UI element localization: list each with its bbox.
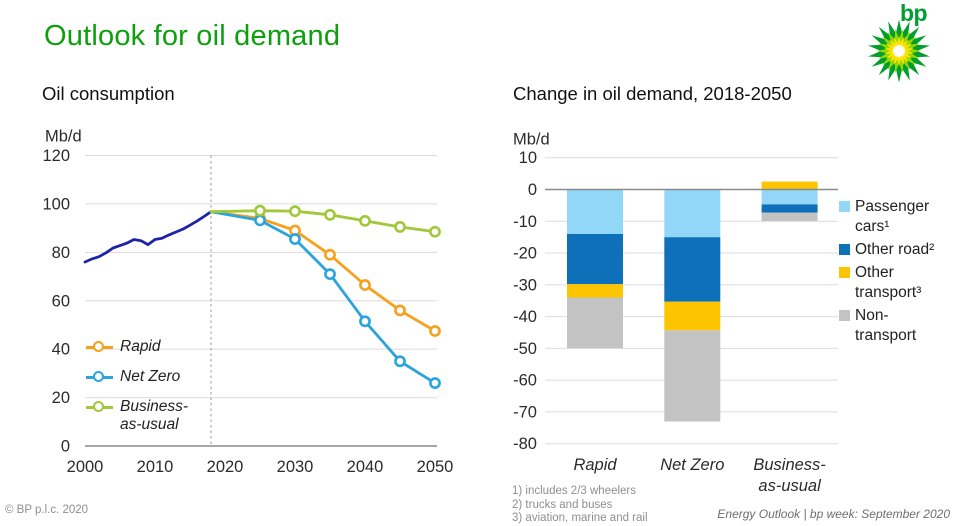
legend-item-rapid: Rapid	[86, 338, 208, 356]
bar-business-as-usual-other-transport	[761, 181, 818, 190]
scenario-legend: Rapid Net Zero Business-as-usual	[86, 338, 208, 446]
footnote: 3) aviation, marine and rail	[512, 512, 648, 524]
y-tick-label: -70	[513, 403, 537, 421]
bar-rapid-other-road	[567, 234, 623, 285]
y-tick-label: -80	[513, 435, 537, 453]
y-tick-label: 60	[52, 292, 70, 310]
oil-consumption-line-chart: 120 100 80 60 40 20 0 Mb/d 2000 2010 2020 2030 2040 2…	[42, 128, 454, 476]
marker-net-zero	[429, 377, 441, 389]
y-tick-label: -40	[513, 308, 537, 326]
legend-item-business-as-usual: Business-as-usual	[86, 398, 208, 434]
category-label: Rapid	[573, 456, 617, 474]
swatch-icon	[839, 201, 850, 212]
marker-rapid	[324, 248, 336, 261]
oil-consumption-chart-title: Oil consumption	[42, 83, 175, 104]
bar-rapid-other-transport	[567, 284, 623, 298]
y-tick-label: 20	[52, 389, 70, 407]
bar-net-zero-other-transport	[664, 301, 721, 331]
y-tick-label: 120	[42, 147, 70, 165]
page-title: Outlook for oil demand	[44, 20, 341, 52]
bar-net-zero-other-road	[664, 237, 721, 302]
line-marker-icon	[86, 338, 113, 356]
legend-item-passenger-cars: Passenger cars¹	[839, 197, 945, 237]
swatch-icon	[839, 244, 850, 255]
marker-net-zero	[359, 315, 371, 328]
marker-rapid	[429, 325, 441, 337]
y-tick-label: -30	[513, 276, 537, 294]
x-tick-label: 2010	[137, 458, 174, 476]
bp-helios-logo-icon	[868, 19, 930, 83]
legend-label: Other road²	[855, 241, 935, 258]
y-tick-label: 10	[519, 149, 537, 167]
y-tick-label: -50	[513, 340, 537, 358]
series-line-history	[83, 210, 213, 264]
x-tick-label: 2050	[417, 458, 454, 476]
bar-net-zero-non-transport	[664, 330, 721, 422]
marker-net-zero	[289, 233, 301, 245]
y-tick-label: 0	[61, 438, 70, 456]
marker-business-as-usual	[254, 204, 266, 217]
marker-business-as-usual	[394, 221, 406, 233]
category-label: Net Zero	[660, 456, 724, 474]
bar-business-as-usual-passenger-cars	[761, 189, 818, 205]
x-tick-label: 2020	[207, 458, 244, 476]
change-in-oil-demand-bar-chart: 10 0 -10 -20 -30 -40 -50 -60 -70 -80 Mb/d Rapid Net …	[513, 131, 838, 495]
footnote: 2) trucks and buses	[512, 498, 613, 511]
bar-rapid-non-transport	[567, 297, 623, 349]
swatch-icon	[839, 310, 850, 321]
y-tick-label: -10	[513, 213, 537, 231]
y-axis-unit-label: Mb/d	[45, 128, 82, 146]
marker-net-zero	[254, 214, 266, 227]
legend-label: Rapid	[120, 338, 161, 355]
y-tick-label: 80	[52, 244, 70, 262]
legend-item-net-zero: Net Zero	[86, 368, 208, 386]
bar-rapid-passenger-cars	[567, 189, 623, 234]
bp-logo-wordmark: bp	[900, 0, 928, 26]
change-in-oil-demand-chart-title: Change in oil demand, 2018-2050	[513, 83, 792, 104]
bar-business-as-usual-other-road	[761, 204, 818, 213]
marker-business-as-usual	[289, 205, 301, 218]
marker-rapid	[394, 304, 406, 317]
marker-business-as-usual	[429, 225, 441, 238]
helios-center	[893, 45, 905, 57]
y-tick-label: 100	[42, 195, 70, 213]
category-label: as-usual	[758, 477, 822, 495]
marker-net-zero	[324, 268, 336, 281]
legend-item-non-transport: Non-transport	[839, 306, 945, 346]
legend-label: Other transport³	[855, 264, 922, 301]
footnotes: 1) includes 2/3 wheelers 2) trucks and bu…	[512, 485, 648, 526]
x-tick-label: 2030	[277, 458, 314, 476]
bar-business-as-usual-non-transport	[761, 212, 818, 221]
legend-label: Passenger cars¹	[855, 198, 930, 235]
y-tick-label: 40	[52, 341, 70, 359]
category-label: Business-	[753, 456, 826, 474]
legend-label: Non-transport	[855, 307, 917, 344]
y-axis-unit-label: Mb/d	[513, 131, 550, 149]
line-marker-icon	[86, 398, 113, 416]
y-tick-label: -60	[513, 372, 537, 390]
legend-label: Net Zero	[120, 368, 181, 385]
x-tick-label: 2000	[67, 458, 104, 476]
y-tick-label: -20	[513, 245, 537, 263]
legend-label: Business-as-usual	[120, 398, 189, 433]
swatch-icon	[839, 267, 850, 278]
legend-item-other-road: Other road²	[839, 240, 945, 260]
legend-item-other-transport: Other transport³	[839, 263, 945, 303]
marker-rapid	[359, 279, 371, 291]
sector-legend: Passenger cars¹ Other road² Other transpor…	[839, 197, 945, 349]
marker-business-as-usual	[359, 214, 371, 227]
x-tick-label: 2040	[347, 458, 384, 476]
bar-net-zero-passenger-cars	[664, 189, 721, 238]
y-tick-label: 0	[528, 181, 537, 199]
line-marker-icon	[86, 368, 113, 386]
copyright-text: © BP p.l.c. 2020	[5, 504, 89, 516]
footnote: 1) includes 2/3 wheelers	[512, 485, 637, 497]
marker-net-zero	[394, 355, 406, 368]
source-text: Energy Outlook | bp week: September 2020	[717, 507, 950, 521]
marker-business-as-usual	[324, 208, 336, 221]
